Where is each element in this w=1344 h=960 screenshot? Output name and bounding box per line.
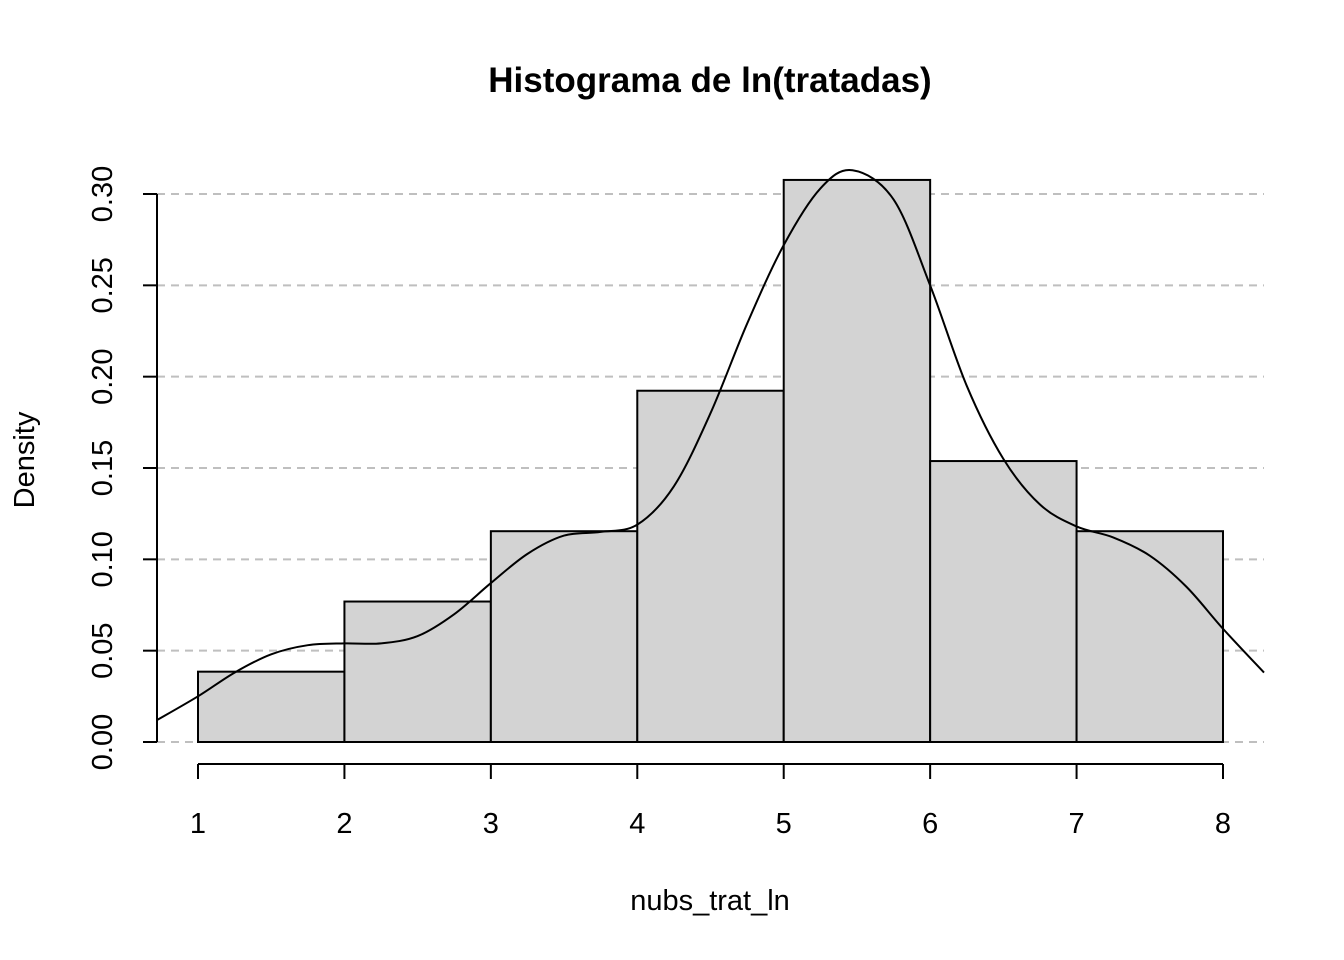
histogram-bar-7 [1075,530,1224,743]
x-tick-label-1: 2 [336,808,352,840]
histogram-bar-5 [782,178,932,743]
x-axis-label: nubs_trat_ln [630,885,790,917]
x-tick-label-3: 4 [629,808,645,840]
histogram-bar-6 [929,460,1078,743]
density-curve-group [156,169,1265,721]
x-tick-label-2: 3 [483,808,499,840]
histogram-bar-4 [636,389,785,743]
x-tick-label-7: 8 [1215,808,1231,840]
density-curve [156,169,1265,721]
chart-title: Histograma de ln(tratadas) [488,61,931,100]
y-axis-label: Density [9,411,41,508]
histogram-bar-1 [197,670,346,744]
y-axis: 0.00 0.05 0.10 0.15 0.20 0.25 0.30 [87,166,158,770]
y-tick-label-2: 0.10 [87,531,119,587]
y-tick-label-1: 0.05 [87,622,119,678]
x-tick-label-4: 5 [776,808,792,840]
x-axis: 1 2 3 4 5 6 7 8 [190,763,1231,840]
x-tick-label-6: 7 [1069,808,1085,840]
x-tick-label-0: 1 [190,808,206,840]
histogram-bars [197,178,1224,744]
histogram-bar-3 [489,530,639,743]
y-tick-label-5: 0.25 [87,257,119,313]
y-tick-label-0: 0.00 [87,714,119,770]
y-tick-label-3: 0.15 [87,440,119,496]
x-tick-label-5: 6 [922,808,938,840]
y-tick-label-6: 0.30 [87,166,119,222]
y-tick-label-4: 0.20 [87,348,119,404]
histogram-bar-2 [343,600,492,744]
